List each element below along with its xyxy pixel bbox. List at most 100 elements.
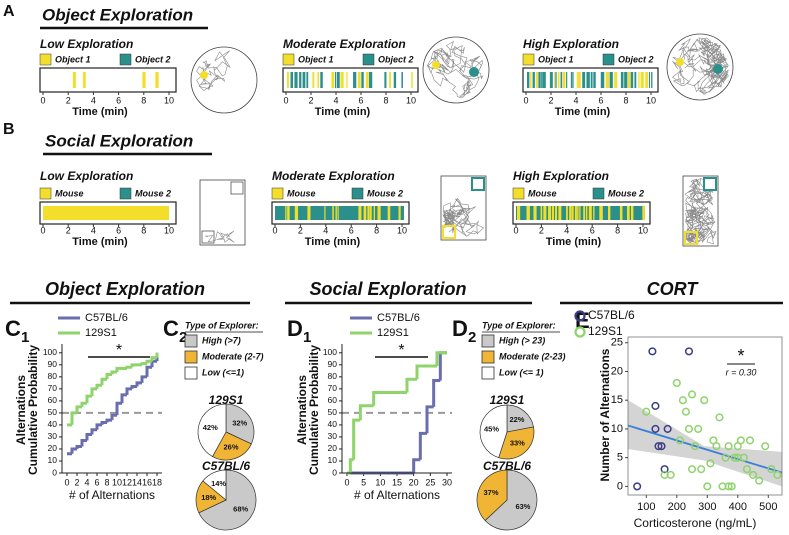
stat-label: r = 0.30 [726,367,757,377]
step-segment [70,447,77,454]
y-tick-label: 0 [332,467,337,477]
x-axis-label: Time (min) [546,236,602,248]
pie-slice [506,404,534,433]
legend-swatch [39,187,52,200]
x-tick-label: 8 [383,95,388,105]
event-stripe [627,72,631,88]
x-tick-label: 8 [141,225,146,235]
scatter-point [678,396,687,405]
step-segment [438,351,447,381]
scatter-point [660,465,669,474]
panel-subscript: 2 [179,329,187,346]
scatter-point [651,401,660,410]
event-stripe [630,72,634,88]
legend-swatch [184,350,198,364]
panel-letter: A [3,3,15,20]
x-tick-label: 4 [564,225,569,235]
scatter-point [684,347,694,356]
event-stripe [543,206,547,220]
scatter-point [745,436,755,445]
y-tick-label: 25 [611,337,623,349]
y-tick-label: 10 [611,423,623,435]
legend-swatch [522,53,535,66]
x-tick-label: 6 [598,95,603,105]
event-stripe [320,72,323,88]
x-tick-label: 0 [272,225,277,235]
panel-letter: C [5,316,21,341]
panel-subscript: 1 [303,329,311,346]
object-1 [432,61,440,69]
step-segment [372,390,407,406]
legend-swatch [512,187,525,200]
x-axis-label: Corticosterone (ng/mL) [634,516,757,530]
step-segment [95,383,102,389]
step-segment [75,405,82,413]
scatter-point [773,470,782,479]
y-tick-label: 20 [48,443,58,453]
step-segment [95,423,102,430]
event-stripe [648,72,650,88]
scatter-point [687,465,697,474]
step-segment [150,359,157,368]
chamber-mouse [201,230,215,244]
scatter-point [697,465,706,474]
event-stripe [532,72,535,88]
event-stripe [574,206,577,220]
ethogram-title: Low Exploration [40,169,133,183]
x-tick-label: 10 [164,95,174,105]
x-tick-label: 8 [623,95,628,105]
scatter-point [675,436,684,445]
event-stripe [393,72,397,88]
legend-label: Low (<= 1) [499,367,544,377]
event-stripe [335,206,337,220]
x-axis-label: # of Alternations [69,488,155,502]
event-stripe [361,72,364,88]
scatter-point [694,424,703,433]
x-tick-label: 2 [66,95,71,105]
legend-label: C57BL/6 [588,308,635,322]
pie-title: C57BL/6 [202,459,250,473]
y-tick-label: 70 [48,383,58,393]
x-tick-label: 8 [141,95,146,105]
pie-label: 18% [201,493,216,502]
event-stripe [331,72,335,88]
x-tick-label: 2 [74,477,79,487]
panel-subscript: 2 [468,329,476,346]
scatter-point [742,465,751,474]
event-stripe [365,72,369,88]
legend-label: Mouse 2 [135,188,171,198]
pie-label: 26% [224,442,239,451]
arena [422,36,490,104]
x-tick-label: 8 [104,477,109,487]
event-stripe [294,72,298,88]
pie-label: 45% [484,425,499,434]
pie-label: 42% [203,423,218,432]
significance-star: * [116,342,122,359]
event-stripe [570,72,573,88]
panel-letter: C [163,316,179,341]
x-tick-label: 2 [66,225,71,235]
x-tick-label: 500 [759,501,777,513]
event-stripe [640,72,644,88]
ethogram-box [39,67,177,93]
step-segment [85,394,92,404]
event-stripe [560,72,563,88]
event-stripe [312,72,315,88]
x-tick-label: 8 [615,225,620,235]
legend-swatch [119,187,132,200]
x-axis-label: # of Alternations [354,488,440,502]
scatter-point [651,424,660,433]
legend-label: Object 1 [298,54,334,64]
y-tick-label: 20 [328,443,338,453]
y-tick-label: 100 [43,347,57,357]
x-tick-label: 6 [116,95,121,105]
scatter-point [767,465,776,474]
event-stripe [367,206,370,220]
legend-swatch [271,187,284,200]
x-tick-label: 4 [84,477,89,487]
step-segment [405,377,417,393]
step-segment [145,365,152,377]
pie-slice [498,426,535,460]
event-stripe [82,72,86,88]
x-tick-label: 10 [638,225,648,235]
